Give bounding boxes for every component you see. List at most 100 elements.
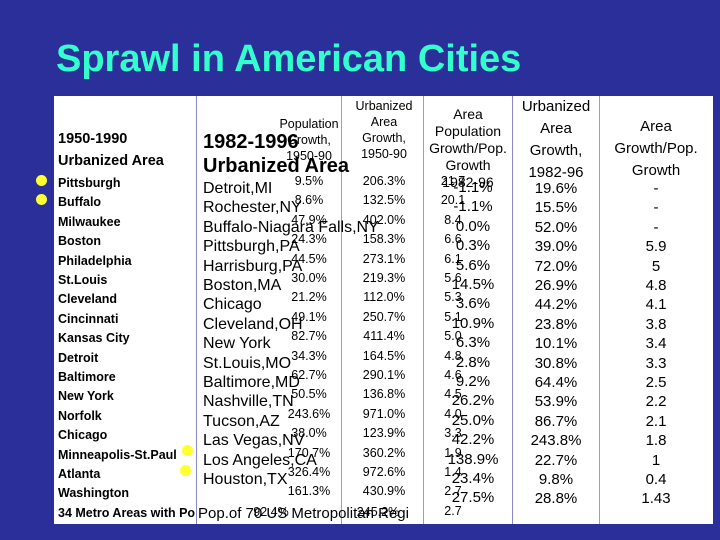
table2-area-growth-cell: 158.3%: [362, 232, 406, 247]
table1-row: Cleveland: [58, 292, 118, 307]
table2-growth-cell: 138.9%: [447, 450, 499, 468]
table1-row: Pittsburgh: [58, 176, 121, 190]
table3-ratio-cell: 0.4: [645, 471, 667, 488]
table2-pop-growth-cell: 34.3%: [291, 348, 327, 363]
table2-city: Baltimore,MD: [203, 374, 300, 391]
table2-pop-growth-cell: 62.7%: [291, 368, 327, 382]
table2-pop-growth-cell: 326.4%: [287, 465, 331, 479]
table1-row: Philadelphia: [58, 253, 132, 268]
table2-area-growth-cell: 219.3%: [362, 271, 406, 285]
bullet-icon: [36, 194, 47, 205]
table2-city: Pittsburgh,PA: [203, 238, 300, 256]
table3-area-growth-cell: 15.5%: [534, 199, 578, 217]
table2-area-growth-cell: 164.5%: [362, 348, 406, 363]
table2-ratio-cell: 3.3: [444, 426, 462, 441]
table2-area-growth-cell: 402.0%: [362, 212, 406, 227]
table1-row: Milwaukee: [58, 214, 121, 229]
table2-growth-cell: 6.3%: [455, 334, 491, 352]
table1-row: Washington: [58, 486, 130, 501]
table2-pop-growth-cell: 30.0%: [291, 271, 327, 285]
table1-row: Boston: [58, 234, 102, 249]
table3-ratio-cell: 3.8: [645, 315, 667, 333]
table2-ratio-cell: 1.4: [444, 465, 462, 479]
table3-area-growth-cell: 23.8%: [534, 315, 578, 333]
table3-area-growth-cell: 22.7%: [534, 451, 578, 469]
table2-area-growth-cell: 123.9%: [362, 426, 406, 441]
table2-growth-cell: 26.2%: [451, 392, 495, 410]
table2-pop-growth-cell: 243.6%: [287, 406, 331, 421]
table2-ratio-cell: 8.4: [444, 212, 462, 227]
table2-pop-growth-cell: 9.5%: [294, 174, 324, 188]
table2-area-growth-cell: 206.3%: [362, 174, 406, 188]
table2-pop-growth-cell: 82.7%: [291, 329, 327, 344]
table1-row: Atlanta: [58, 467, 101, 481]
table-1982-1996: 1982-1996 Urbanized Area Population Growt…: [196, 96, 513, 524]
table2-growth-cell: 5.6%: [455, 256, 491, 274]
table3-ratio-cell: 4.1: [645, 296, 667, 314]
table1-row: New York: [58, 389, 114, 404]
table1-row: Norfolk: [58, 408, 102, 423]
table2-pop-growth-cell: 21.2%: [291, 290, 327, 305]
bullet-icon: [36, 175, 47, 186]
table3-ratio-cell: 3.3: [645, 354, 667, 372]
table2-area-growth-cell: 112.0%: [363, 290, 405, 305]
table3-ratio-cell: 2.1: [645, 412, 667, 430]
table2-area-growth-cell: 273.1%: [362, 251, 406, 266]
table2-area-growth-cell: 972.6%: [362, 465, 406, 479]
table2-area-growth-cell: 250.7%: [362, 309, 406, 324]
table2-city: Chicago: [203, 296, 262, 314]
table2-ratio-cell: 6.1: [444, 251, 462, 266]
table2-growth-cell: 10.9%: [451, 314, 495, 332]
table2-area-growth-cell: 132.5%: [362, 193, 406, 208]
table3-ratio-cell: -: [653, 180, 659, 197]
table3-area-growth-cell: 53.9%: [534, 393, 578, 411]
table3-ratio-cell: 1.8: [645, 432, 667, 450]
table2-ratio-cell: 1.9: [444, 445, 462, 460]
table2-growth-cell: 9.2%: [455, 373, 491, 390]
table2-pop-growth-cell: 38.0%: [291, 426, 327, 441]
table2-city: Tucson,AZ: [203, 412, 280, 430]
table2-ratio-cell: 4.8: [444, 348, 462, 363]
table3-ratio-cell: 2.5: [645, 374, 667, 391]
table2-pop-growth-cell: 24.3%: [291, 232, 327, 247]
col-urban-area-growth-header: Urbanized Area Growth, 1982-96: [521, 98, 591, 181]
table2-pop-growth-cell: 161.3%: [287, 484, 331, 499]
table1-row: Detroit: [58, 350, 99, 365]
table3-area-growth-cell: 72.0%: [534, 257, 578, 275]
table2-header-line2: Urbanized Area: [203, 155, 349, 177]
table2-growth-cell: 27.5%: [451, 489, 495, 507]
table2-growth-cell: 3.6%: [455, 295, 491, 313]
bullet-icon: [182, 445, 193, 456]
table2-city: Buffalo-Niagara Falls,NY: [203, 218, 379, 236]
col-population-growth-header: Population Growth, 1950-90: [279, 117, 339, 163]
table-1950-1990: 1950-1990 Urbanized Area Pittsburgh Buffa…: [54, 96, 220, 524]
table2-growth-cell: 0.3%: [455, 237, 491, 255]
table1-row: Buffalo: [58, 195, 102, 210]
table3-area-growth-cell: 9.8%: [538, 471, 574, 488]
table2-footer-pop: 92.4%: [253, 505, 289, 519]
page-title: Sprawl in American Cities: [56, 38, 522, 80]
table3-area-growth-cell: 30.8%: [534, 354, 578, 372]
table1-row: St.Louis: [58, 273, 108, 287]
table2-pop-growth-cell: 49.1%: [291, 309, 327, 324]
table3-ratio-cell: 3.4: [645, 335, 667, 353]
table3-area-growth-cell: 26.9%: [534, 277, 578, 294]
table1-header-line1: 1950-1990: [58, 131, 128, 147]
table2-growth-cell: 14.5%: [451, 276, 495, 293]
table2-city: Las Vegas,NV: [203, 432, 305, 450]
table2-ratio-cell: 5.6: [444, 271, 462, 285]
table2-area-growth-cell: 411.4%: [363, 329, 405, 344]
table2-pop-growth-cell: 8.6%: [294, 193, 324, 208]
table3-ratio-cell: 4.8: [645, 277, 667, 294]
col-area-growth-header: Urbanized Area Growth, 1950-90: [355, 99, 413, 161]
table2-city: Nashville,TN: [203, 393, 294, 411]
table3-area-growth-cell: 10.1%: [534, 335, 578, 353]
table1-header: 1950-1990 Urbanized Area: [58, 128, 164, 172]
table2-ratio-cell: 5.3: [444, 290, 462, 305]
table2-city: Harrisburg,PA: [203, 257, 303, 275]
table2-pop-growth-cell: 47.9%: [291, 212, 327, 227]
table2-city: New York: [203, 335, 271, 353]
table2-area-growth-cell: 290.1%: [362, 368, 406, 382]
table2-growth-cell: -1.1%: [453, 179, 493, 196]
table2-city: Houston,TX: [203, 471, 288, 488]
